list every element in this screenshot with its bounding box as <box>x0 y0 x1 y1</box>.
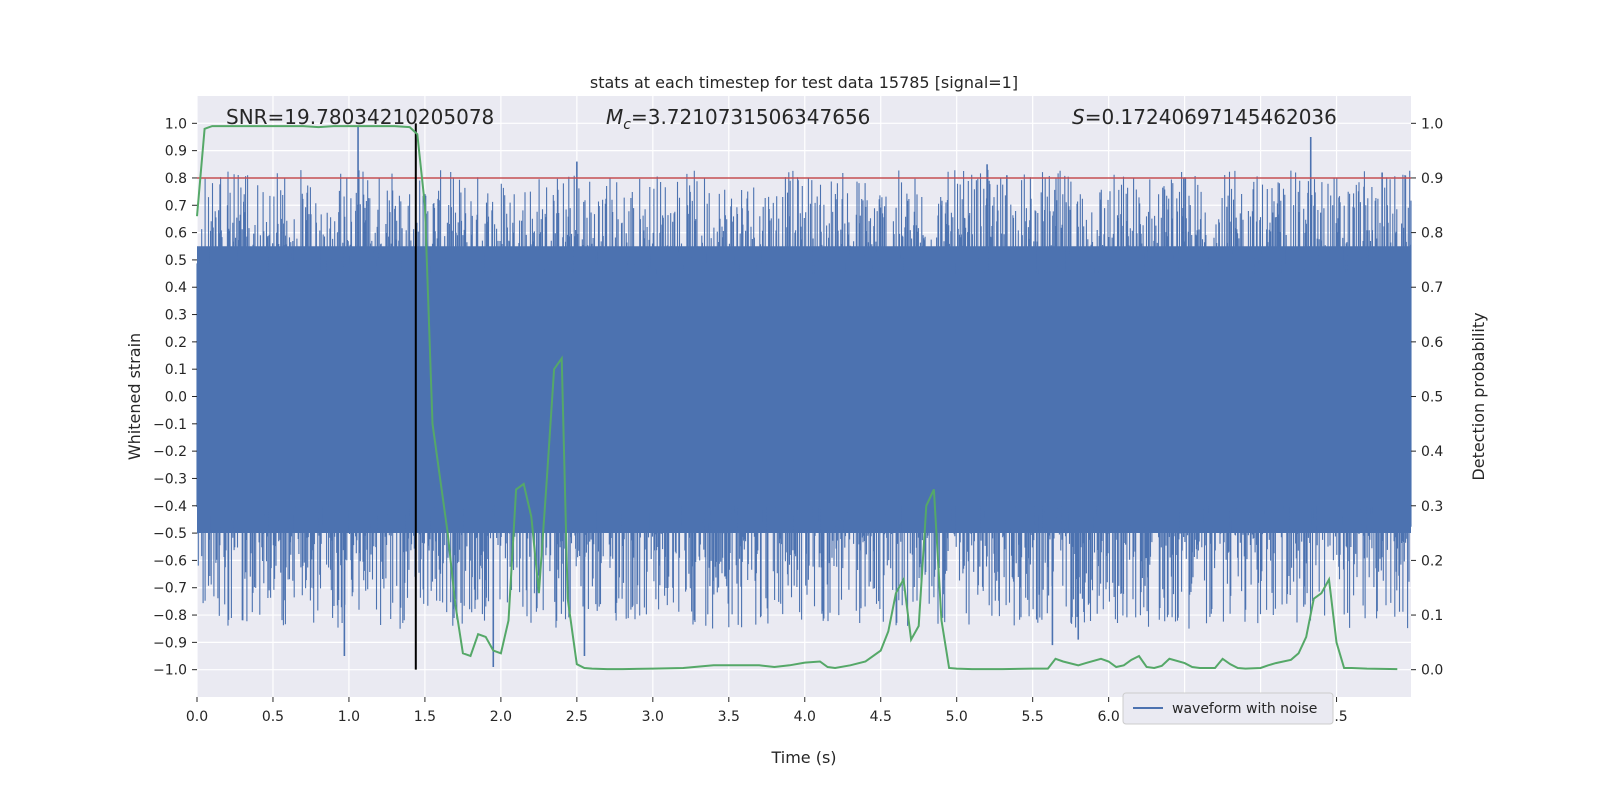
y-tick-label: 0.6 <box>165 226 187 242</box>
x-tick-label: 0.0 <box>186 709 208 725</box>
right-y-tick-label: 0.8 <box>1421 226 1443 242</box>
right-y-tick-label: 0.0 <box>1421 663 1443 679</box>
x-tick-label: 3.5 <box>718 709 740 725</box>
chirp-mass-symbol: M <box>606 105 623 129</box>
y-tick-label: −0.3 <box>153 471 187 487</box>
x-tick-label: 2.5 <box>566 709 588 725</box>
chirp-mass-value: =3.7210731506347656 <box>631 105 870 129</box>
x-tick-label: 3.0 <box>642 709 664 725</box>
right-y-tick-label: 0.2 <box>1421 553 1443 569</box>
y-tick-label: −0.1 <box>153 417 187 433</box>
y-axis-label: Whitened strain <box>125 333 144 460</box>
right-y-axis-ticks: 0.0 0.1 0.2 0.3 0.4 0.5 0.6 0.7 0.8 0.9 1.0 <box>1411 116 1443 679</box>
right-y-tick-label: 0.3 <box>1421 499 1443 515</box>
y-tick-label: −0.9 <box>153 635 187 651</box>
y-tick-label: 0.8 <box>165 171 187 187</box>
y-tick-label: 0.7 <box>165 198 187 214</box>
y-tick-label: 0.9 <box>165 144 187 160</box>
x-tick-label: 5.0 <box>946 709 968 725</box>
y-tick-label: 0.2 <box>165 335 187 351</box>
y-tick-label: 0.3 <box>165 308 187 324</box>
waveform-line <box>196 169 1412 629</box>
legend-box <box>1122 692 1334 725</box>
right-y-tick-label: 0.5 <box>1421 390 1443 406</box>
y-axis-ticks: −1.0 −0.9 −0.8 −0.7 −0.6 −0.5 −0.4 −0.3 −0.2 −0.1… <box>153 116 197 679</box>
s-symbol: S <box>1072 105 1085 129</box>
y-tick-label: 1.0 <box>165 116 187 132</box>
detection-probability-line <box>196 125 1398 671</box>
x-tick-label: 2.0 <box>490 709 512 725</box>
x-tick-label: 5.5 <box>1022 709 1044 725</box>
right-y-tick-label: 0.7 <box>1421 280 1443 296</box>
waveform-series <box>196 126 1412 667</box>
chirp-mass-annotation: Mc=3.7210731506347656 <box>606 105 870 133</box>
x-axis-label: Time (s) <box>770 748 836 767</box>
snr-annotation: SNR=19.78034210205078 <box>226 105 494 129</box>
y-tick-label: 0.5 <box>165 253 187 269</box>
y-tick-label: −0.8 <box>153 608 187 624</box>
y-tick-label: −0.4 <box>153 499 187 515</box>
right-y-tick-label: 0.4 <box>1421 444 1443 460</box>
legend-entry-waveform: waveform with noise <box>1172 701 1317 717</box>
x-tick-label: 6.0 <box>1098 709 1120 725</box>
x-tick-label: 4.0 <box>794 709 816 725</box>
right-y-axis-label: Detection probability <box>1469 312 1488 480</box>
s-value: =0.17240697145462036 <box>1085 105 1337 129</box>
right-y-tick-label: 1.0 <box>1421 116 1443 132</box>
legend: waveform with noise <box>1122 692 1334 725</box>
y-tick-label: −1.0 <box>153 663 187 679</box>
y-tick-label: 0.1 <box>165 362 187 378</box>
x-tick-label: 1.5 <box>414 709 436 725</box>
x-tick-label: 1.0 <box>338 709 360 725</box>
overlay-lines <box>196 123 1411 671</box>
chirp-mass-subscript: c <box>623 117 631 133</box>
y-tick-label: −0.5 <box>153 526 187 542</box>
y-tick-label: 0.4 <box>165 280 187 296</box>
y-tick-label: 0.0 <box>165 390 187 406</box>
chart-title: stats at each timestep for test data 157… <box>590 73 1018 92</box>
y-tick-label: −0.6 <box>153 553 187 569</box>
right-y-tick-label: 0.6 <box>1421 335 1443 351</box>
s-annotation: S=0.17240697145462036 <box>1072 105 1337 129</box>
y-tick-label: −0.2 <box>153 444 187 460</box>
y-tick-label: −0.7 <box>153 581 187 597</box>
right-y-tick-label: 0.9 <box>1421 171 1443 187</box>
x-tick-label: 4.5 <box>870 709 892 725</box>
x-tick-label: 0.5 <box>262 709 284 725</box>
right-y-tick-label: 0.1 <box>1421 608 1443 624</box>
